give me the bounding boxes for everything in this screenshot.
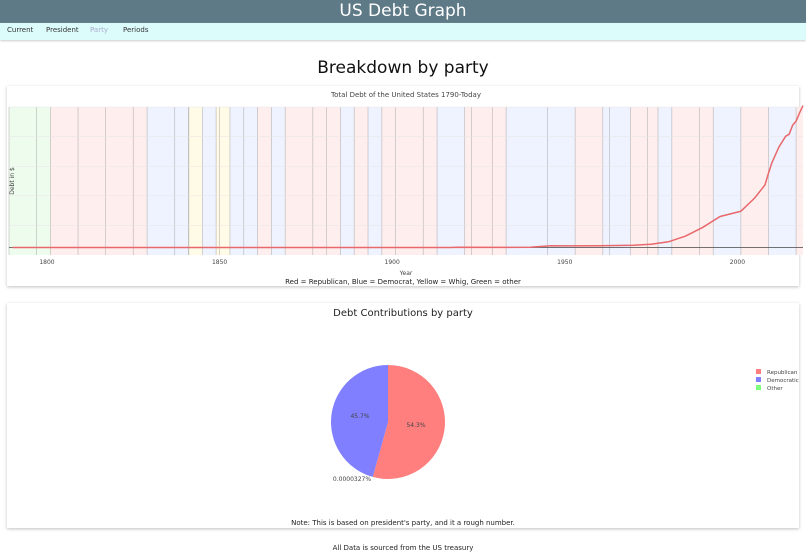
party-band-other — [9, 107, 37, 255]
legend-swatch — [756, 377, 761, 382]
party-band-republican — [326, 107, 341, 255]
party-band-republican — [471, 107, 493, 255]
party-band-republican — [105, 107, 134, 255]
nav-periods[interactable]: Periods — [123, 26, 149, 34]
y-axis-label: Debt in $ — [9, 167, 16, 195]
x-tick-label: 1950 — [557, 259, 572, 266]
party-pie-chart: 54.3% Republican 45.7% Democratic 0.0000327%… — [291, 308, 799, 527]
pie-slice-label: 45.7% — [350, 413, 369, 420]
party-band-democratic — [768, 107, 797, 255]
legend-label: Other — [767, 386, 783, 392]
party-band-democratic — [658, 107, 672, 255]
party-color-caption: Red = Republican, Blue = Democrat, Yello… — [285, 278, 521, 286]
party-band-democratic — [271, 107, 286, 255]
app-header: US Debt Graph — [0, 0, 806, 23]
party-band-democratic — [602, 107, 610, 255]
party-band-democratic — [147, 107, 175, 255]
party-band-republican — [796, 107, 803, 255]
legend-swatch — [756, 369, 761, 374]
party-band-democratic — [437, 107, 465, 255]
party-band-republican — [285, 107, 313, 255]
x-tick-label: 2000 — [730, 259, 745, 266]
party-band-other — [36, 107, 51, 255]
page-title: Breakdown by party — [317, 58, 489, 78]
pie-slice-republican — [372, 365, 446, 479]
party-band-democratic — [713, 107, 741, 255]
party-band-democratic — [340, 107, 355, 255]
party-band-republican — [423, 107, 438, 255]
party-band-democratic — [229, 107, 244, 255]
party-band-republican — [395, 107, 424, 255]
pie-slice-democratic — [331, 365, 388, 477]
party-band-republican — [699, 107, 714, 255]
nav-bar: Current President Party Periods — [0, 23, 806, 40]
party-band-republican — [630, 107, 648, 255]
party-band-democratic — [202, 107, 217, 255]
party-band-whig — [216, 107, 220, 255]
party-band-republican — [381, 107, 396, 255]
party-band-whig — [219, 107, 230, 255]
nav-president[interactable]: President — [46, 26, 79, 34]
chart-title: Total Debt of the United States 1790-Tod… — [330, 91, 481, 99]
party-band-democratic — [243, 107, 258, 255]
party-band-whig — [188, 107, 203, 255]
app-title: US Debt Graph — [339, 1, 467, 21]
party-band-democratic — [174, 107, 189, 255]
party-band-republican — [671, 107, 700, 255]
nav-party[interactable]: Party — [90, 26, 108, 34]
legend-label: Democratic — [767, 378, 799, 384]
footer-source: All Data is sourced from the US treasury — [332, 544, 474, 552]
debt-line-chart: 1800 1850 1900 1950 2000 Total Debt of the Un… — [8, 91, 804, 286]
pie-note: Note: This is based on president's party… — [291, 519, 515, 527]
party-band-republican — [50, 107, 79, 255]
party-band-democratic — [609, 107, 631, 255]
x-tick-label: 1900 — [385, 259, 400, 266]
party-band-democratic — [368, 107, 382, 255]
x-tick-label: 1850 — [212, 259, 227, 266]
party-band-democratic — [506, 107, 548, 255]
nav-current[interactable]: Current — [7, 26, 34, 34]
pie-slice-label: 0.0000327% — [333, 476, 371, 483]
party-band-republican — [575, 107, 603, 255]
x-tick-label: 1800 — [39, 259, 54, 266]
party-band-republican — [312, 107, 327, 255]
party-band-republican — [740, 107, 769, 255]
party-band-republican — [492, 107, 507, 255]
party-band-republican — [78, 107, 106, 255]
party-band-republican — [647, 107, 659, 255]
party-band-democratic — [547, 107, 576, 255]
party-band-republican — [257, 107, 272, 255]
legend-swatch — [756, 385, 761, 390]
party-band-republican — [133, 107, 148, 255]
x-axis-label: Year — [399, 270, 413, 277]
pie-slice-label: 54.3% — [406, 422, 425, 429]
chart-title: Debt Contributions by party — [333, 308, 473, 319]
legend-label: Republican — [767, 370, 798, 376]
party-band-republican — [464, 107, 472, 255]
party-band-republican — [354, 107, 369, 255]
debt-line — [12, 105, 804, 249]
